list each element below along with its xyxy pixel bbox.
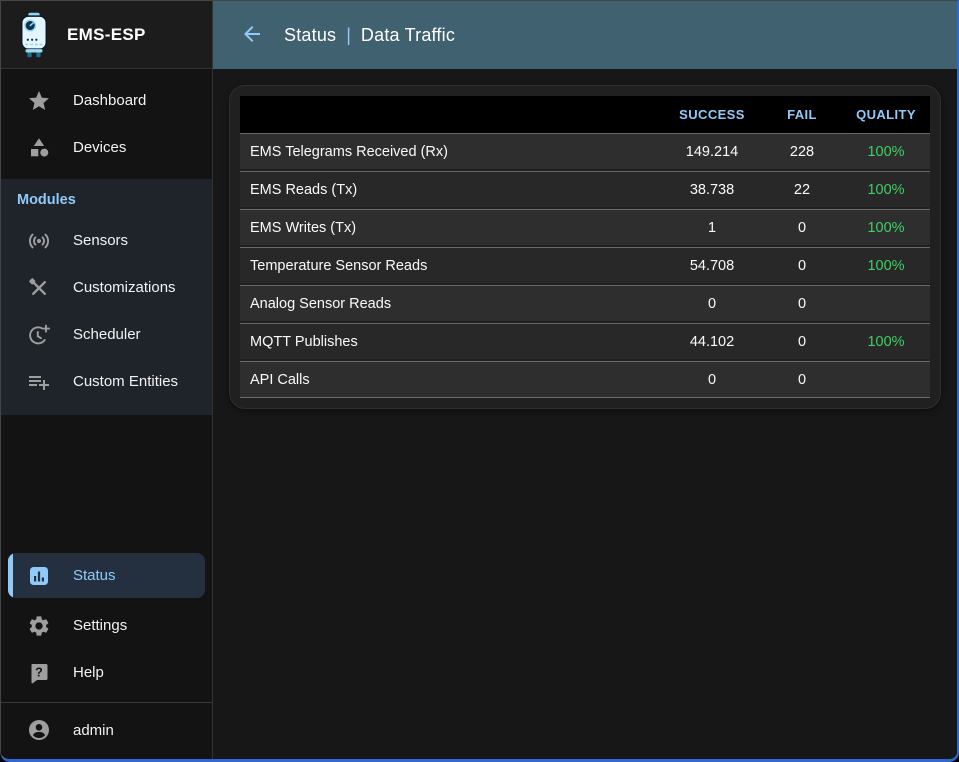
app-logo-header: EMS-ESP [1,1,212,69]
row-label: EMS Telegrams Received (Rx) [250,143,448,160]
sidebar-item-custom-entities[interactable]: Custom Entities [1,358,212,405]
sidebar-item-help[interactable]: ? Help [1,649,212,696]
column-header-success: SUCCESS [679,107,745,122]
table-row: EMS Writes (Tx) 1 0 100% [240,209,930,245]
boiler-logo-icon [17,12,51,58]
row-label: Temperature Sensor Reads [250,257,428,274]
sensors-icon [27,229,51,253]
sidebar-item-label: Dashboard [73,92,147,109]
fail-value: 0 [797,371,807,388]
help-icon: ? [27,661,51,685]
success-value: 44.102 [689,333,735,350]
breadcrumb-separator: | [346,24,351,45]
success-value: 1 [707,219,717,236]
table-row: EMS Reads (Tx) 38.738 22 100% [240,171,930,207]
table-row: MQTT Publishes 44.102 0 100% [240,323,930,359]
sidebar-item-devices[interactable]: Devices [1,124,212,171]
sidebar-item-admin[interactable]: admin [1,703,212,757]
sidebar-item-label: Devices [73,139,127,156]
star-icon [27,89,51,113]
sidebar-item-customizations[interactable]: Customizations [1,264,212,311]
row-label: Analog Sensor Reads [250,295,392,312]
sidebar: EMS-ESP Dashboard De [1,1,213,759]
fail-value: 228 [789,143,815,160]
sidebar-item-sensors[interactable]: Sensors [1,217,212,264]
sidebar-item-label: Settings [73,617,128,634]
modules-section-label: Modules [17,192,76,208]
sidebar-item-label: Sensors [73,232,129,249]
sidebar-item-label: Status [73,567,116,584]
breadcrumb: Status | Data Traffic [284,25,455,46]
breadcrumb-section: Status [284,24,337,45]
success-value: 0 [707,371,717,388]
quality-value: 100% [867,333,905,350]
quality-value: 100% [867,257,905,274]
fail-value: 0 [797,257,807,274]
sidebar-item-status[interactable]: Status [8,553,205,598]
tools-icon [27,276,51,300]
sidebar-item-label: Help [73,664,104,681]
clock-plus-icon [27,323,51,347]
quality-value: 100% [867,143,905,160]
row-label: EMS Reads (Tx) [250,181,358,198]
app-title: EMS-ESP [67,24,146,44]
data-traffic-card: SUCCESS FAIL QUALITY EMS Telegrams Recei… [229,85,941,409]
row-label: MQTT Publishes [250,333,358,350]
sidebar-item-label: Custom Entities [73,373,179,390]
success-value: 54.708 [689,257,735,274]
success-value: 0 [707,295,717,312]
fail-value: 0 [797,333,807,350]
appbar: Status | Data Traffic [213,1,957,69]
fail-value: 0 [797,219,807,236]
success-value: 149.214 [685,143,739,160]
sidebar-modules-section: Modules Sensors [1,179,212,415]
table-row: API Calls 0 0 [240,361,930,397]
account-circle-icon [27,718,51,742]
fail-value: 22 [793,181,811,198]
page-title: Data Traffic [360,24,456,45]
success-value: 38.738 [689,181,735,198]
table-row: Temperature Sensor Reads 54.708 0 100% [240,247,930,283]
column-header-fail: FAIL [787,107,817,122]
main-column: Status | Data Traffic SUCCESS FAIL QUALI… [213,1,957,759]
arrow-back-icon [240,22,264,49]
sidebar-item-scheduler[interactable]: Scheduler [1,311,212,358]
sidebar-bottom-group: Status Settings ? Help [1,549,212,759]
quality-value: 100% [867,219,905,236]
sidebar-divider [1,702,212,703]
sidebar-item-dashboard[interactable]: Dashboard [1,77,212,124]
bar-chart-icon [27,564,51,588]
row-label: API Calls [250,371,310,388]
gear-icon [27,614,51,638]
table-body: EMS Telegrams Received (Rx) 149.214 228 100… [240,133,930,398]
sidebar-item-settings[interactable]: Settings [1,602,212,649]
category-icon [27,136,51,160]
table-header-row: SUCCESS FAIL QUALITY [240,96,930,133]
playlist-add-icon [27,370,51,394]
sidebar-top-group: Dashboard Devices [1,69,212,179]
table-row: EMS Telegrams Received (Rx) 149.214 228 100… [240,133,930,169]
row-label: EMS Writes (Tx) [250,219,357,236]
table-row: Analog Sensor Reads 0 0 [240,285,930,321]
svg-text:?: ? [35,665,43,679]
back-button[interactable] [236,19,268,51]
user-name-label: admin [73,721,114,739]
column-header-quality: QUALITY [856,107,916,122]
sidebar-item-label: Customizations [73,279,176,296]
main-content: SUCCESS FAIL QUALITY EMS Telegrams Recei… [213,69,957,759]
sidebar-item-label: Scheduler [73,326,141,343]
fail-value: 0 [797,295,807,312]
quality-value: 100% [867,181,905,198]
